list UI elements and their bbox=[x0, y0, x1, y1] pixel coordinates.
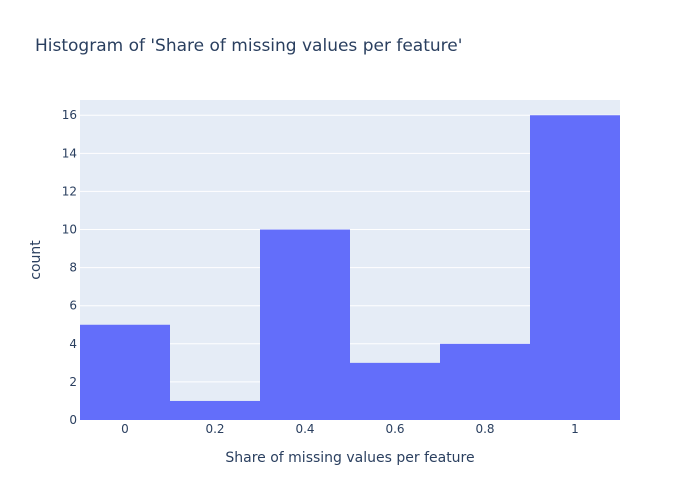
x-tick-label: 0.6 bbox=[385, 422, 404, 436]
y-tick-label: 10 bbox=[62, 223, 77, 237]
x-axis-ticks: 0 0.2 0.4 0.6 0.8 1 bbox=[121, 422, 579, 436]
histogram-bar bbox=[440, 343, 530, 420]
bars bbox=[80, 115, 620, 420]
x-axis-title: Share of missing values per feature bbox=[225, 450, 474, 466]
histogram-bar bbox=[80, 324, 170, 420]
x-tick-label: 0.4 bbox=[295, 422, 314, 436]
histogram-bar bbox=[260, 229, 350, 420]
y-tick-label: 16 bbox=[62, 108, 77, 122]
y-tick-label: 8 bbox=[69, 261, 77, 275]
histogram-bar bbox=[530, 115, 620, 420]
y-tick-label: 2 bbox=[69, 375, 77, 389]
chart-title: Histogram of 'Share of missing values pe… bbox=[35, 36, 462, 56]
y-tick-label: 0 bbox=[69, 413, 77, 427]
x-tick-label: 1 bbox=[571, 422, 579, 436]
y-tick-label: 6 bbox=[69, 299, 77, 313]
x-tick-label: 0 bbox=[121, 422, 129, 436]
y-axis-ticks: 0 2 4 6 8 10 12 14 16 bbox=[62, 108, 77, 427]
x-tick-label: 0.8 bbox=[475, 422, 494, 436]
x-tick-label: 0.2 bbox=[205, 422, 224, 436]
y-axis-title: count bbox=[28, 240, 44, 280]
y-tick-label: 4 bbox=[69, 337, 77, 351]
histogram-bar bbox=[170, 400, 260, 420]
y-tick-label: 12 bbox=[62, 184, 77, 198]
histogram-bar bbox=[350, 362, 440, 420]
y-tick-label: 14 bbox=[62, 146, 77, 160]
